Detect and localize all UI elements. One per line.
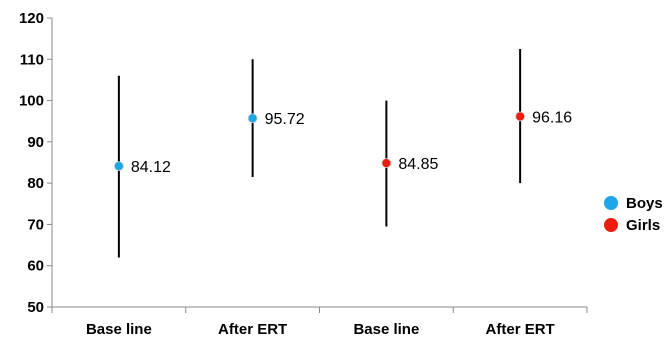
- x-tick-label: After ERT: [486, 321, 555, 338]
- data-point: [381, 158, 392, 169]
- y-tick-label: 80: [27, 175, 44, 192]
- y-tick-label: 100: [19, 93, 44, 110]
- y-tick-label: 70: [27, 216, 44, 233]
- chart-marks: 84.12 95.72 84.85 96.16: [113, 48, 572, 258]
- legend-marker: [604, 218, 618, 232]
- y-tick-label: 50: [27, 299, 44, 316]
- y-tick-label: 120: [19, 10, 44, 27]
- data-label: 84.12: [131, 159, 171, 176]
- y-tick-label: 110: [20, 51, 44, 68]
- data-label: 95.72: [265, 111, 305, 128]
- x-axis-ticks: Base line After ERT Base line After ERT: [51, 307, 588, 338]
- data-point: [113, 161, 124, 172]
- data-point: [515, 111, 526, 122]
- y-tick-label: 90: [27, 134, 44, 151]
- legend: Boys Girls: [604, 195, 663, 234]
- x-tick-label: After ERT: [218, 321, 287, 338]
- x-tick-label: Base line: [86, 321, 152, 338]
- data-point: [247, 113, 258, 124]
- y-axis-ticks: 50 60 70 80 90 100 110 120: [19, 10, 52, 316]
- data-label: 96.16: [532, 109, 572, 126]
- data-label: 84.85: [398, 156, 438, 173]
- legend-marker: [604, 196, 618, 210]
- x-tick-label: Base line: [353, 321, 419, 338]
- legend-label: Boys: [626, 195, 663, 212]
- y-tick-label: 60: [27, 258, 44, 275]
- legend-label: Girls: [626, 217, 660, 234]
